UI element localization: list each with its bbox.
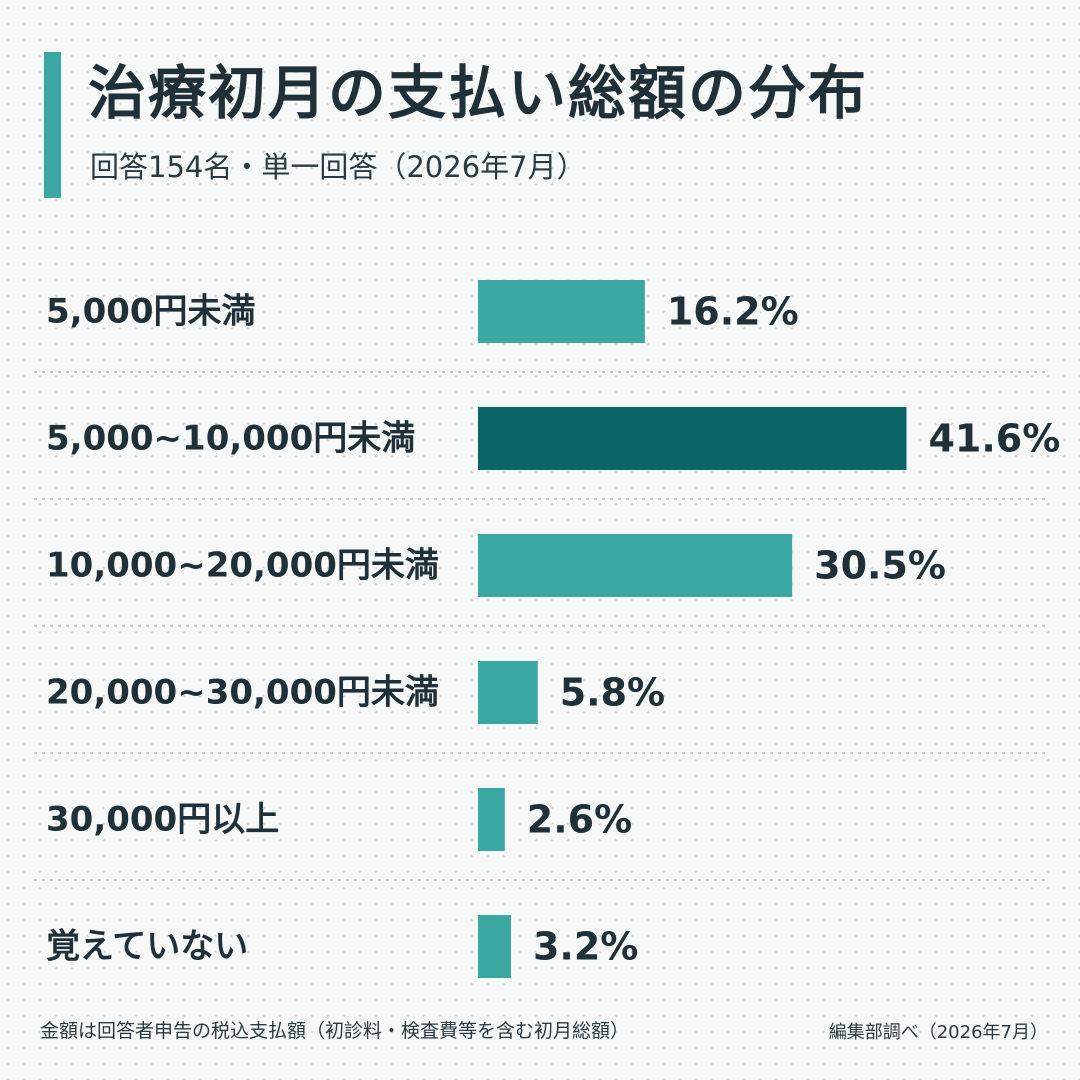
footnote: 金額は回答者申告の税込支払額（初診料・検査費等を含む初月総額） [40, 1020, 630, 1042]
source-note: 編集部調べ（2026年7月） [828, 1022, 1048, 1043]
bar [478, 407, 907, 470]
value-label: 16.2% [667, 290, 799, 334]
bar [478, 788, 505, 851]
category-label: 30,000円以上 [46, 800, 279, 840]
value-label: 41.6% [928, 417, 1060, 461]
category-label: 5,000円未満 [46, 292, 256, 332]
chart-subtitle: 回答154名・単一回答（2026年7月） [90, 150, 586, 184]
category-label: 20,000~30,000円未満 [46, 673, 439, 713]
value-label: 5.8% [560, 671, 665, 715]
category-label: 10,000~20,000円未満 [46, 546, 439, 586]
category-label: 覚えていない [46, 927, 248, 967]
value-label: 2.6% [527, 798, 632, 842]
category-label: 5,000~10,000円未満 [46, 419, 415, 459]
chart-title: 治療初月の支払い総額の分布 [88, 59, 869, 127]
title-accent-bar [44, 52, 61, 198]
value-label: 30.5% [814, 544, 946, 588]
bar [478, 534, 793, 597]
value-label: 3.2% [533, 925, 638, 969]
bar [478, 280, 645, 343]
bar [478, 661, 538, 724]
bar [478, 915, 511, 978]
